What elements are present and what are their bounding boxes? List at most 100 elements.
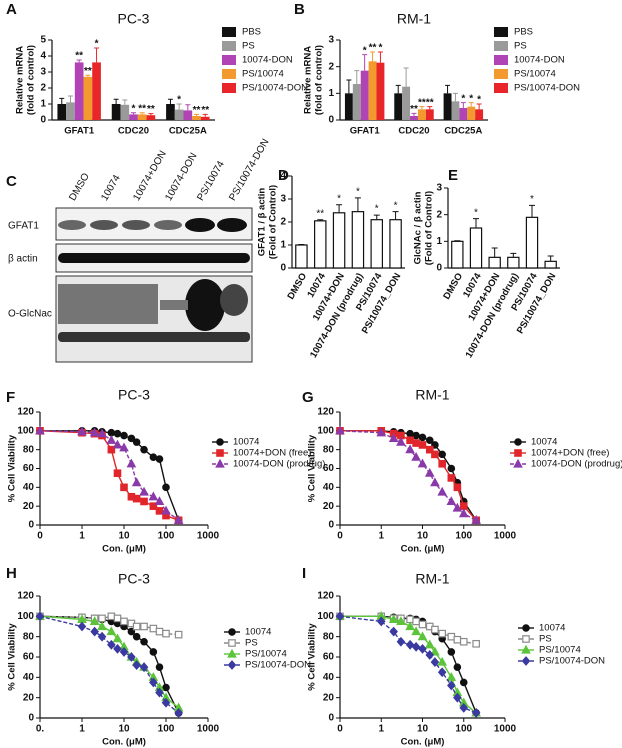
bar <box>402 86 411 120</box>
error-bar <box>529 204 535 218</box>
error-bar <box>354 197 361 212</box>
significance: * <box>375 204 379 215</box>
error-bar <box>67 95 73 103</box>
bar <box>192 116 201 120</box>
bar <box>425 109 434 120</box>
x-axis-label: Con. (μM) <box>102 737 146 748</box>
panel-letter: B <box>294 1 305 18</box>
bar <box>66 102 75 120</box>
y-tick-label: 60 <box>23 463 35 474</box>
marker <box>412 617 420 626</box>
x-axis-label: Con. (μM) <box>102 544 146 555</box>
legend-swatch <box>222 41 236 51</box>
x-axis-label: Con. (μM) <box>401 544 445 555</box>
y-axis-label: GlcNAc / β actin <box>413 191 424 264</box>
x-tick-label: DMSO <box>285 271 309 301</box>
y-tick-label: 3 <box>328 35 334 46</box>
significance: * <box>95 39 99 50</box>
significance: ** <box>201 105 209 116</box>
legend-label: PS <box>539 634 552 645</box>
y-axis-label: (Fold of Control) <box>424 191 435 265</box>
x-tick-label: 10 <box>417 531 429 542</box>
marker <box>459 702 469 713</box>
bar <box>368 61 377 120</box>
marker <box>127 434 136 443</box>
band <box>58 332 250 342</box>
marker <box>376 427 387 437</box>
legend-label: 10074 <box>233 437 259 448</box>
marker <box>120 617 128 626</box>
marker <box>77 621 87 632</box>
bar <box>389 219 402 269</box>
panel-letter: I <box>302 565 306 582</box>
chart-title: PC-3 <box>118 387 150 403</box>
legend-swatch <box>494 55 508 65</box>
panel-letter: E <box>448 167 458 184</box>
y-tick-label: 2 <box>328 61 334 72</box>
bar <box>174 109 184 120</box>
y-axis-label: GFAT1 / β actin <box>257 188 268 257</box>
marker <box>521 644 531 654</box>
legend-swatch <box>222 69 236 79</box>
bar <box>459 108 468 120</box>
marker <box>113 614 122 623</box>
bar <box>376 62 385 120</box>
x-tick-label: DMSO <box>285 271 309 301</box>
legend-swatch <box>222 83 236 93</box>
marker <box>522 624 530 632</box>
marker <box>437 486 447 496</box>
y-tick-label: 120 <box>17 591 34 602</box>
legend-swatch <box>494 69 508 79</box>
error-bar <box>411 112 417 116</box>
marker <box>106 434 117 444</box>
marker <box>430 646 440 656</box>
legend-label: PS/10074 <box>539 645 581 656</box>
y-tick-label: 1 <box>40 99 46 110</box>
marker <box>162 683 170 692</box>
marker <box>119 647 129 657</box>
smear <box>58 284 158 324</box>
marker <box>107 445 116 454</box>
marker <box>112 439 123 449</box>
marker <box>228 628 236 636</box>
marker <box>112 633 123 643</box>
significance: ** <box>410 104 418 115</box>
significance: * <box>461 93 465 104</box>
y-tick-label: 0 <box>328 115 334 126</box>
legend-swatch <box>222 55 236 65</box>
bar <box>111 104 121 120</box>
y-tick-label: 4 <box>280 171 286 182</box>
marker <box>418 433 427 442</box>
error-bar <box>403 67 409 87</box>
marker <box>106 626 117 636</box>
marker <box>113 429 122 438</box>
bar <box>332 212 346 269</box>
marker <box>437 667 447 678</box>
y-axis-label: % Cell Viability <box>7 623 18 691</box>
y-tick-label: 100 <box>317 611 334 622</box>
legend-label: 10074 <box>245 627 271 638</box>
error-bar <box>76 59 82 63</box>
significance: ** <box>138 103 146 114</box>
y-tick-label: 1 <box>328 88 334 99</box>
bar <box>166 104 175 120</box>
error-bar <box>445 84 451 94</box>
significance: * <box>469 93 473 104</box>
y-axis-label: (fold of control) <box>314 45 325 115</box>
significance: * <box>356 186 360 197</box>
lane-label: 10074-DON <box>163 151 199 203</box>
legend-label: PS/10074 <box>242 69 284 80</box>
legend-swatch <box>494 27 508 37</box>
smear <box>220 284 248 316</box>
y-tick-label: 40 <box>23 672 35 683</box>
marker <box>139 486 149 496</box>
marker <box>155 507 164 515</box>
bar <box>295 244 308 269</box>
y-tick-label: 120 <box>317 407 334 418</box>
panel-letter: D <box>278 167 289 184</box>
x-tick-label: 1 <box>378 724 384 735</box>
marker <box>131 477 142 487</box>
y-tick-label: 1 <box>280 240 286 251</box>
error-bar <box>468 102 474 107</box>
